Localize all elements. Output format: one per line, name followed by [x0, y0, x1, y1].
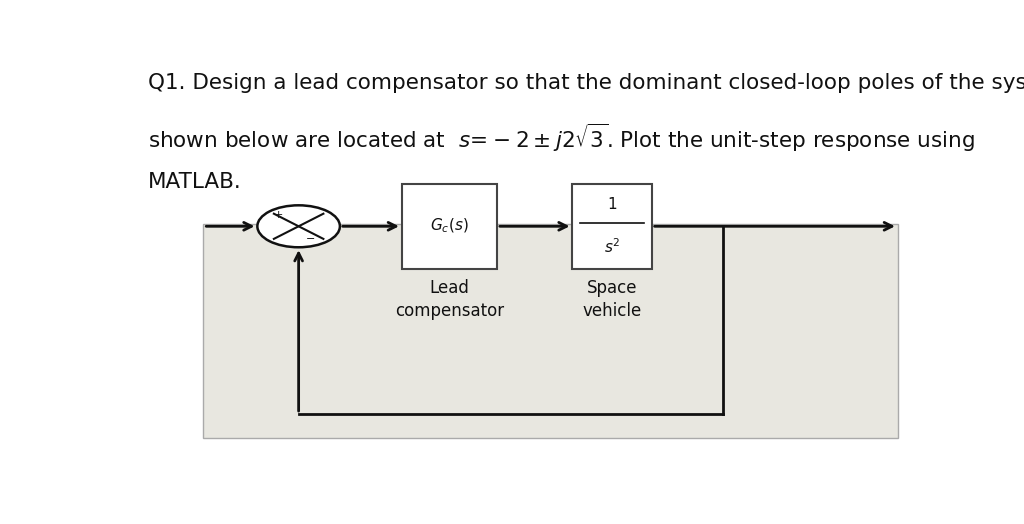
Text: 1: 1: [607, 196, 616, 212]
Text: +: +: [273, 210, 283, 221]
Text: Lead
compensator: Lead compensator: [395, 279, 504, 320]
Text: MATLAB.: MATLAB.: [147, 172, 242, 192]
Text: shown below are located at  $s\!=\!-2\pm j2\sqrt{3}$. Plot the unit-step respons: shown below are located at $s\!=\!-2\pm …: [147, 122, 975, 154]
Text: Q1. Design a lead compensator so that the dominant closed-loop poles of the syst: Q1. Design a lead compensator so that th…: [147, 73, 1024, 93]
Bar: [204, 224, 898, 438]
Text: $s^2$: $s^2$: [604, 237, 621, 256]
Bar: [401, 184, 497, 269]
Bar: [572, 184, 652, 269]
Text: −: −: [306, 234, 315, 244]
Text: Space
vehicle: Space vehicle: [583, 279, 642, 320]
Circle shape: [257, 205, 340, 247]
Text: $G_c(s)$: $G_c(s)$: [430, 217, 469, 235]
